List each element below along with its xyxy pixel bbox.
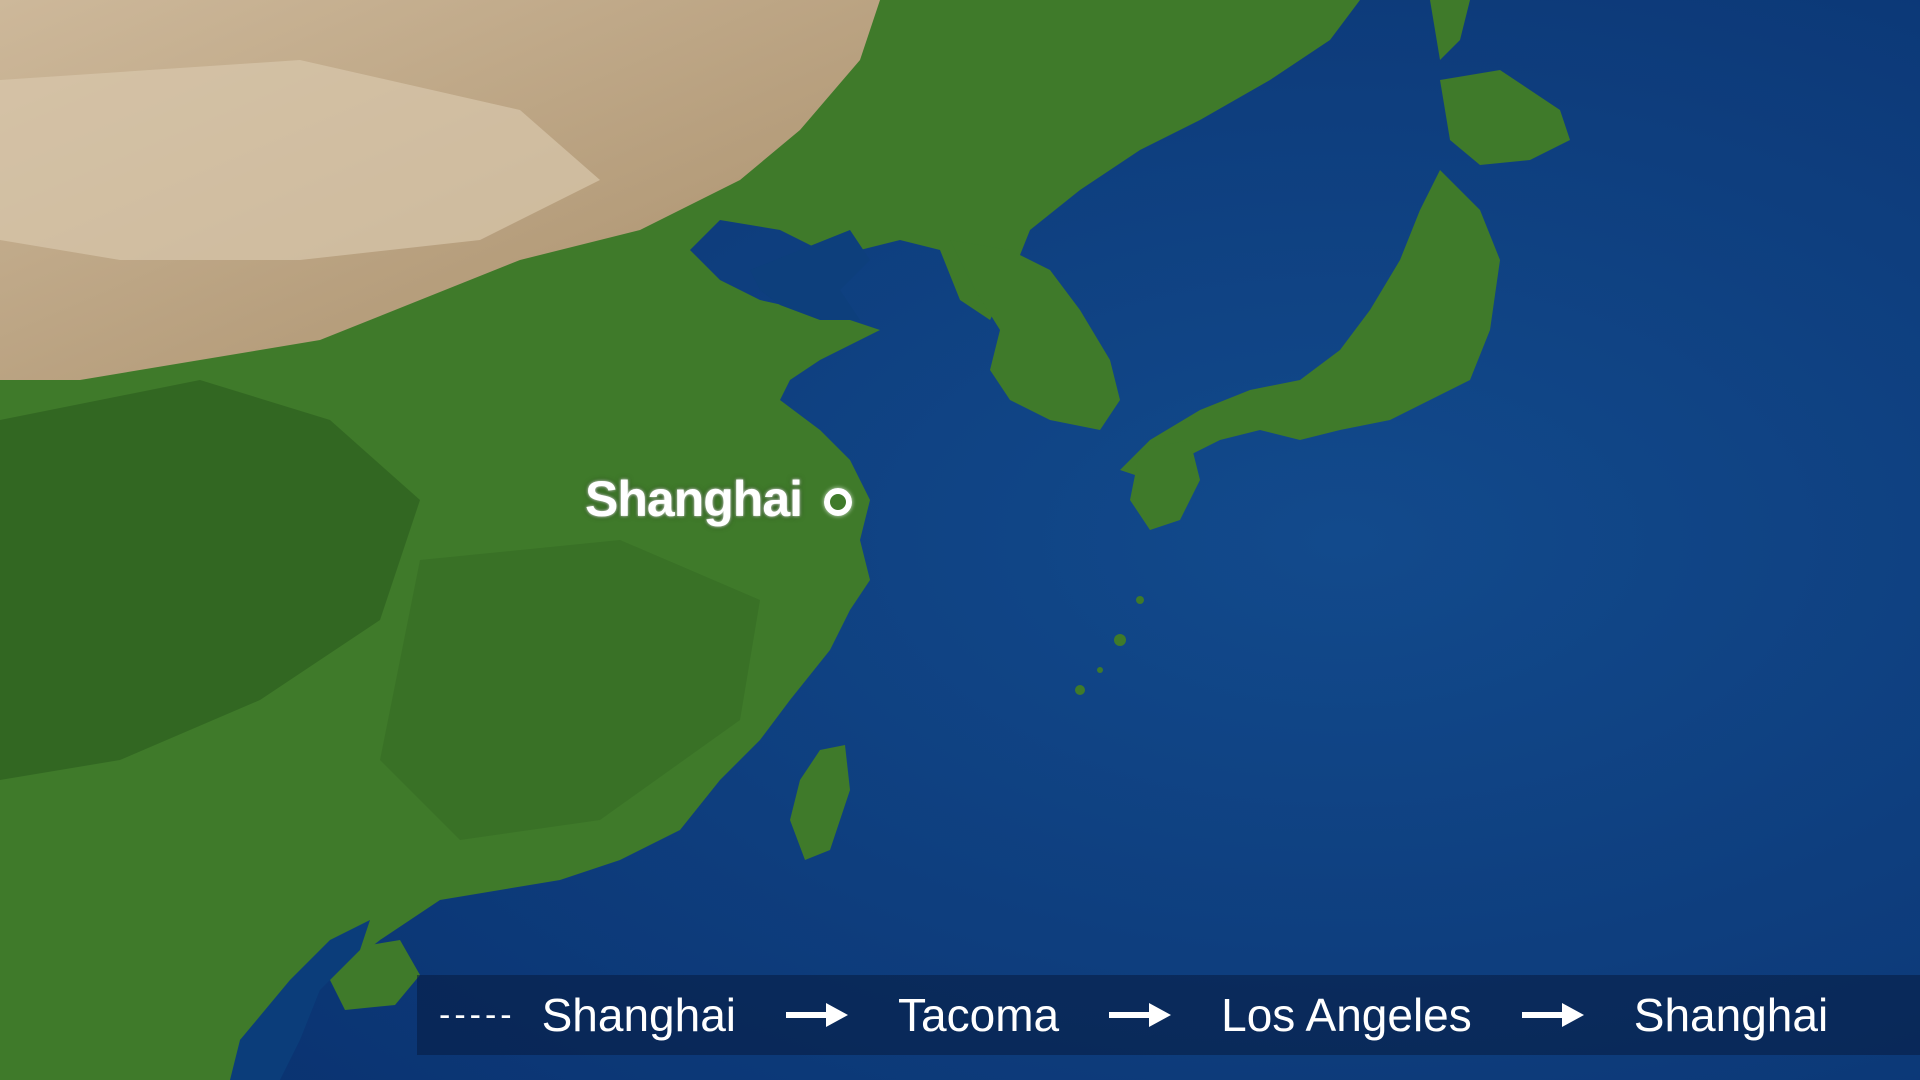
circle-marker-icon[interactable] — [824, 488, 852, 516]
route-line-style-icon: ----- — [439, 995, 516, 1034]
sakhalin — [1430, 0, 1470, 60]
desert-region — [0, 60, 600, 260]
japan-honshu — [1120, 170, 1500, 480]
right-arrow-icon — [1109, 1003, 1172, 1027]
route-stop-return: Shanghai — [1633, 989, 1829, 1041]
taiwan — [790, 745, 850, 860]
forest-region — [0, 380, 420, 780]
island — [1075, 685, 1085, 695]
gulf-of-tonkin — [230, 920, 370, 1080]
island — [1136, 596, 1144, 604]
japan-kyushu — [1130, 440, 1200, 530]
japan-hokkaido — [1440, 70, 1570, 165]
island — [1097, 667, 1103, 673]
route-stop-los-angeles: Los Angeles — [1221, 989, 1472, 1041]
forest-region — [380, 540, 760, 840]
island — [1114, 634, 1126, 646]
right-arrow-icon — [1521, 1003, 1584, 1027]
route-legend: ----- Shanghai Tacoma Los Angeles Shangh… — [417, 975, 1920, 1055]
right-arrow-icon — [786, 1003, 849, 1027]
bohai-sea — [750, 230, 870, 320]
korean-peninsula — [950, 240, 1120, 430]
route-stop-tacoma: Tacoma — [898, 989, 1060, 1041]
route-stop-origin: Shanghai — [541, 989, 737, 1041]
city-label-shanghai: Shanghai — [585, 471, 803, 527]
